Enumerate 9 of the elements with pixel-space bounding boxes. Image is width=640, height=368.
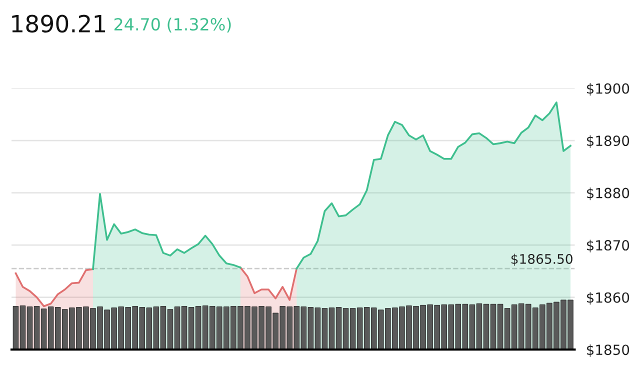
chart-title: 1890.21 — [12, 14, 106, 33]
y-tick-label: $1860 — [586, 292, 630, 305]
y-tick-label: $1900 — [586, 83, 630, 96]
ref-line-label: $1865.50 — [511, 254, 572, 266]
y-tick-label: $1870 — [586, 240, 630, 252]
chart-subtitle: 24.70 (1.32%) — [114, 18, 231, 33]
y-tick-label: $1890 — [586, 135, 630, 148]
y-tick-label: $1850 — [586, 344, 630, 357]
y-tick-label: $1880 — [586, 188, 630, 200]
